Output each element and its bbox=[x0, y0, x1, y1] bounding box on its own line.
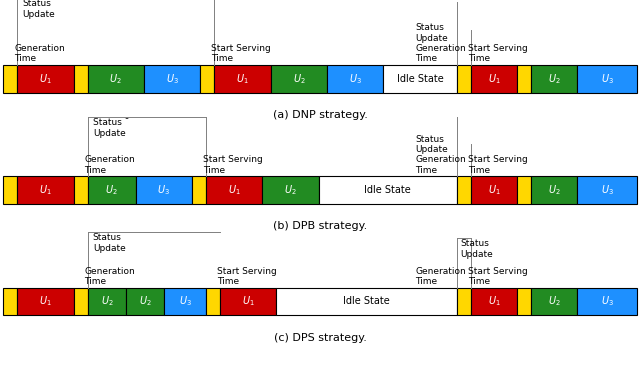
Bar bbox=[74, 288, 88, 315]
Text: $U_2$: $U_2$ bbox=[284, 183, 297, 197]
Bar bbox=[577, 288, 637, 315]
Text: $U_3$: $U_3$ bbox=[349, 72, 362, 86]
Text: Status
Update: Status Update bbox=[22, 0, 55, 19]
Text: $U_2$: $U_2$ bbox=[548, 295, 561, 308]
Bar bbox=[220, 288, 276, 315]
Bar bbox=[88, 176, 136, 204]
Text: $U_2$: $U_2$ bbox=[548, 72, 561, 86]
Text: $U_1$: $U_1$ bbox=[242, 295, 255, 308]
Bar bbox=[383, 65, 457, 93]
Bar bbox=[88, 288, 126, 315]
Bar bbox=[74, 65, 88, 93]
Bar bbox=[531, 288, 577, 315]
Bar bbox=[531, 176, 577, 204]
Text: $U_2$: $U_2$ bbox=[139, 295, 152, 308]
Bar bbox=[126, 288, 164, 315]
Text: $U_3$: $U_3$ bbox=[600, 183, 614, 197]
Text: $U_1$: $U_1$ bbox=[488, 72, 500, 86]
Text: Generation
Time: Generation Time bbox=[84, 266, 135, 286]
Bar bbox=[471, 176, 517, 204]
Bar bbox=[471, 65, 517, 93]
Bar bbox=[164, 288, 206, 315]
Text: $U_1$: $U_1$ bbox=[488, 183, 500, 197]
Text: $U_3$: $U_3$ bbox=[166, 72, 179, 86]
Text: Status
Update
Generation
Time: Status Update Generation Time bbox=[415, 23, 466, 63]
Text: Status
Update
Generation
Time: Status Update Generation Time bbox=[415, 134, 466, 175]
Text: Generation
Time: Generation Time bbox=[415, 266, 466, 286]
Text: $U_3$: $U_3$ bbox=[600, 295, 614, 308]
Bar bbox=[3, 288, 17, 315]
Bar bbox=[3, 65, 17, 93]
Bar bbox=[327, 65, 383, 93]
Text: $U_1$: $U_1$ bbox=[488, 295, 500, 308]
Text: $U_3$: $U_3$ bbox=[179, 295, 192, 308]
Bar bbox=[17, 176, 74, 204]
Text: (c) DPS strategy.: (c) DPS strategy. bbox=[273, 333, 367, 343]
Text: $U_2$: $U_2$ bbox=[548, 183, 561, 197]
Text: Generation
Time: Generation Time bbox=[84, 155, 135, 175]
Bar bbox=[577, 65, 637, 93]
Text: Idle State: Idle State bbox=[397, 74, 444, 84]
Bar bbox=[457, 176, 471, 204]
Bar bbox=[471, 288, 517, 315]
Text: Start Serving
Time: Start Serving Time bbox=[468, 266, 527, 286]
Text: Start Serving
Time: Start Serving Time bbox=[203, 155, 262, 175]
Text: (b) DPB strategy.: (b) DPB strategy. bbox=[273, 221, 367, 231]
Text: Idle State: Idle State bbox=[343, 296, 390, 306]
Bar bbox=[577, 176, 637, 204]
Bar bbox=[144, 65, 200, 93]
Bar bbox=[192, 176, 206, 204]
Text: Start Serving
Time: Start Serving Time bbox=[217, 266, 276, 286]
Text: $U_1$: $U_1$ bbox=[228, 183, 241, 197]
Bar bbox=[276, 288, 457, 315]
Bar bbox=[262, 176, 319, 204]
Text: $U_1$: $U_1$ bbox=[39, 183, 52, 197]
Bar bbox=[531, 65, 577, 93]
Text: $U_2$: $U_2$ bbox=[292, 72, 305, 86]
Text: Status ¯
Update: Status ¯ Update bbox=[93, 118, 129, 138]
Bar bbox=[206, 176, 262, 204]
Bar bbox=[517, 288, 531, 315]
Text: $U_3$: $U_3$ bbox=[157, 183, 170, 197]
Bar bbox=[517, 65, 531, 93]
Bar bbox=[457, 65, 471, 93]
Text: $U_1$: $U_1$ bbox=[39, 295, 52, 308]
Bar bbox=[214, 65, 271, 93]
Text: Start Serving
Time: Start Serving Time bbox=[468, 44, 527, 63]
Text: $U_2$: $U_2$ bbox=[109, 72, 122, 86]
Bar bbox=[517, 176, 531, 204]
Text: Status
Update: Status Update bbox=[93, 233, 125, 253]
Bar bbox=[17, 288, 74, 315]
Text: $U_2$: $U_2$ bbox=[100, 295, 113, 308]
Text: Generation
Time: Generation Time bbox=[14, 44, 65, 63]
Bar bbox=[271, 65, 327, 93]
Text: Status
Update: Status Update bbox=[460, 239, 493, 259]
Text: $U_1$: $U_1$ bbox=[39, 72, 52, 86]
Bar bbox=[200, 65, 214, 93]
Text: Start Serving
Time: Start Serving Time bbox=[468, 155, 527, 175]
Bar bbox=[319, 176, 457, 204]
Bar bbox=[88, 65, 144, 93]
Text: $U_2$: $U_2$ bbox=[106, 183, 118, 197]
Text: Start Serving
Time: Start Serving Time bbox=[211, 44, 271, 63]
Text: (a) DNP strategy.: (a) DNP strategy. bbox=[273, 110, 367, 120]
Bar bbox=[3, 176, 17, 204]
Bar bbox=[457, 288, 471, 315]
Bar bbox=[206, 288, 220, 315]
Bar bbox=[136, 176, 192, 204]
Text: $U_1$: $U_1$ bbox=[236, 72, 249, 86]
Text: Idle State: Idle State bbox=[364, 185, 412, 195]
Text: $U_3$: $U_3$ bbox=[600, 72, 614, 86]
Bar bbox=[74, 176, 88, 204]
Bar bbox=[17, 65, 74, 93]
